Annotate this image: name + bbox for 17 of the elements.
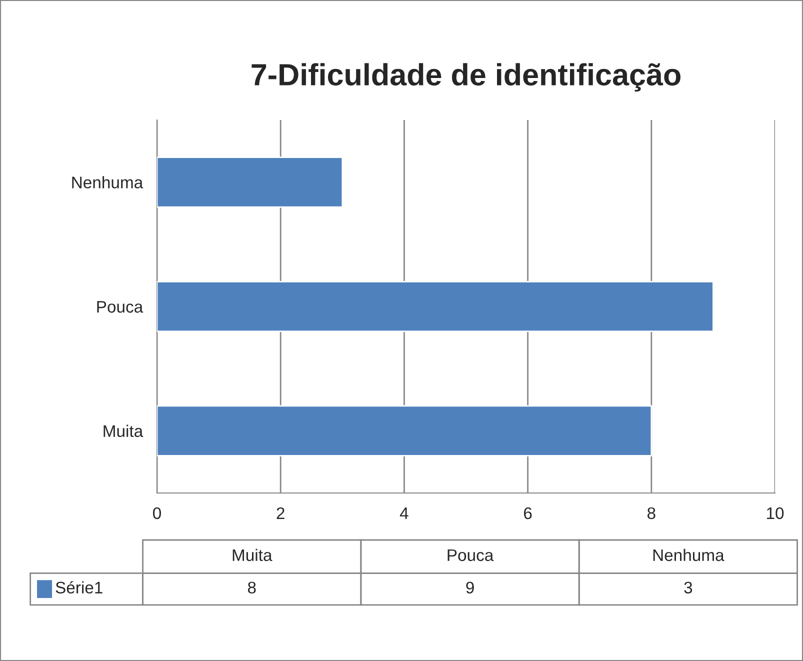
legend-label: Série1 xyxy=(56,581,102,594)
x-tick-label: 6 xyxy=(524,507,532,520)
x-tick-label: 0 xyxy=(153,507,161,520)
x-tick-label: 8 xyxy=(647,507,656,520)
category-label: Nenhuma xyxy=(653,548,724,562)
y-tick-label: Nenhuma xyxy=(72,176,144,188)
x-tick-label: 2 xyxy=(276,507,284,519)
chart-title: 7-Dificuldade de identificação xyxy=(252,63,680,92)
category-label: Muita xyxy=(232,548,272,562)
y-tick-label: Pouca xyxy=(97,301,144,313)
text: 3 xyxy=(684,582,692,594)
text: 9 xyxy=(466,582,474,594)
x-tick-label: 4 xyxy=(400,508,408,519)
y-tick-label: Muita xyxy=(104,424,144,438)
text: 8 xyxy=(248,582,256,594)
x-tick-label: 10 xyxy=(767,507,784,520)
category-label: Pouca xyxy=(448,549,494,562)
